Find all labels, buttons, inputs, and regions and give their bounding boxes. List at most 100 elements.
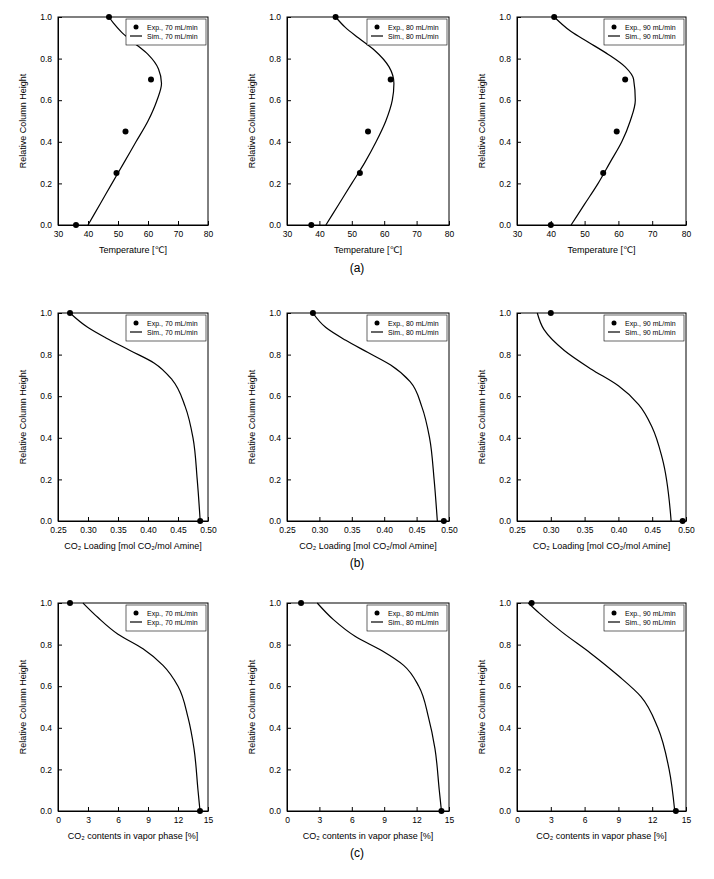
y-tick: 0.6: [499, 681, 521, 691]
y-tick-label: 0.6: [269, 391, 281, 401]
x-tick-mark: [118, 221, 119, 225]
background: [0, 0, 714, 879]
x-axis-line: [518, 225, 687, 226]
y-tick-mark: [287, 396, 291, 397]
plot-area: [298, 600, 444, 814]
y-tick-label: 0.4: [269, 723, 281, 733]
y-tick: 0.6: [40, 391, 62, 401]
y-tick: 0.2: [40, 475, 62, 485]
x-tick-label: 3: [549, 815, 554, 825]
x-tick-mark: [319, 221, 320, 225]
legend-label: Sim., 70 mL/min: [147, 33, 198, 40]
x-tick-mark: [178, 221, 179, 225]
x-tick-mark: [417, 221, 418, 225]
legend: Exp., 90 mL/minSim., 90 mL/min: [604, 19, 684, 45]
y-tick-label: 0.8: [499, 54, 511, 64]
y-axis: 0.00.20.40.60.81.0: [269, 308, 291, 526]
y-tick-label: 0.2: [40, 475, 52, 485]
y-tick: 0.8: [499, 640, 521, 650]
x-tick-mark: [449, 221, 450, 225]
x-axis-line: [288, 521, 450, 522]
chart: 3040506070800.00.20.40.60.81.0Temperatur…: [477, 12, 691, 255]
x-axis-title: CO₂ Loading [mol CO₂/mol Amine]: [533, 541, 671, 551]
data-point: [441, 518, 447, 524]
plot-frame: [287, 603, 449, 811]
y-tick-mark: [287, 225, 291, 226]
x-tick-label: 60: [380, 229, 390, 239]
legend-label: Exp., 80 mL/min: [388, 24, 439, 32]
plot-area: [548, 14, 636, 228]
x-axis: 0.250.300.350.400.450.50: [279, 517, 458, 535]
y-tick-label: 0.8: [499, 640, 511, 650]
data-line: [528, 603, 674, 811]
x-tick: 70: [174, 221, 184, 239]
y-tick: 0.8: [269, 350, 291, 360]
x-tick: 0.35: [110, 517, 127, 535]
data-line: [83, 603, 200, 811]
x-tick-mark: [686, 517, 687, 521]
legend-box: [604, 605, 684, 631]
x-tick: 6: [583, 807, 588, 825]
data-line: [537, 313, 671, 521]
data-point: [673, 808, 679, 814]
x-tick-mark: [449, 517, 450, 521]
x-tick-label: 0.35: [110, 525, 127, 535]
x-tick-mark: [551, 807, 552, 811]
y-tick: 0.4: [269, 137, 291, 147]
y-tick-label: 1.0: [40, 598, 52, 608]
x-tick-mark: [551, 517, 552, 521]
legend-line: [608, 621, 620, 622]
x-tick-label: 0.25: [279, 525, 296, 535]
y-tick: 0.8: [269, 640, 291, 650]
legend-label: Exp., 70 mL/min: [147, 610, 198, 618]
y-tick: 0.6: [40, 681, 62, 691]
legend-marker: [612, 321, 617, 326]
x-tick: 0.45: [409, 517, 426, 535]
legend-label: Exp., 90 mL/min: [625, 610, 676, 618]
x-tick: 15: [204, 807, 214, 825]
y-tick-mark: [58, 603, 62, 604]
y-tick: 0.0: [40, 806, 62, 816]
panel-label: (b): [350, 556, 365, 570]
y-tick: 0.2: [269, 475, 291, 485]
plot-area: [537, 310, 685, 524]
y-tick-label: 0.6: [499, 95, 511, 105]
data-line: [317, 603, 441, 811]
legend-label: Sim., 90 mL/min: [625, 33, 676, 40]
y-tick: 0.2: [499, 179, 521, 189]
y-tick-label: 0.0: [40, 806, 52, 816]
x-tick-label: 0.35: [577, 525, 594, 535]
y-tick: 0.2: [269, 765, 291, 775]
legend-label: Exp., 90 mL/min: [625, 320, 676, 328]
y-axis: 0.00.20.40.60.81.0: [269, 598, 291, 816]
y-axis-line: [58, 18, 59, 226]
y-tick-mark: [58, 183, 62, 184]
data-line: [326, 17, 394, 225]
y-tick-mark: [517, 479, 521, 480]
y-tick-mark: [517, 313, 521, 314]
plot-frame: [517, 313, 686, 521]
x-tick-mark: [449, 807, 450, 811]
x-tick-label: 0.45: [644, 525, 661, 535]
y-tick-label: 0.4: [499, 723, 511, 733]
y-axis-title: Relative Column Height: [247, 659, 257, 754]
x-tick-label: 0.45: [170, 525, 187, 535]
x-tick-label: 40: [547, 229, 557, 239]
y-tick: 0.8: [40, 640, 62, 650]
data-line: [554, 17, 635, 225]
y-tick-label: 0.8: [499, 350, 511, 360]
y-tick: 1.0: [499, 308, 521, 318]
y-tick-mark: [287, 17, 291, 18]
y-tick: 0.2: [499, 765, 521, 775]
y-axis-title: Relative Column Height: [477, 73, 487, 168]
x-axis-line: [518, 521, 687, 522]
y-tick: 0.4: [499, 723, 521, 733]
x-tick-label: 12: [412, 815, 422, 825]
y-tick: 0.4: [40, 723, 62, 733]
x-tick: 12: [174, 807, 184, 825]
y-tick-label: 0.6: [499, 391, 511, 401]
x-tick: 50: [114, 221, 124, 239]
y-tick: 1.0: [269, 12, 291, 22]
x-tick: 0.30: [543, 517, 560, 535]
y-tick: 0.8: [499, 350, 521, 360]
